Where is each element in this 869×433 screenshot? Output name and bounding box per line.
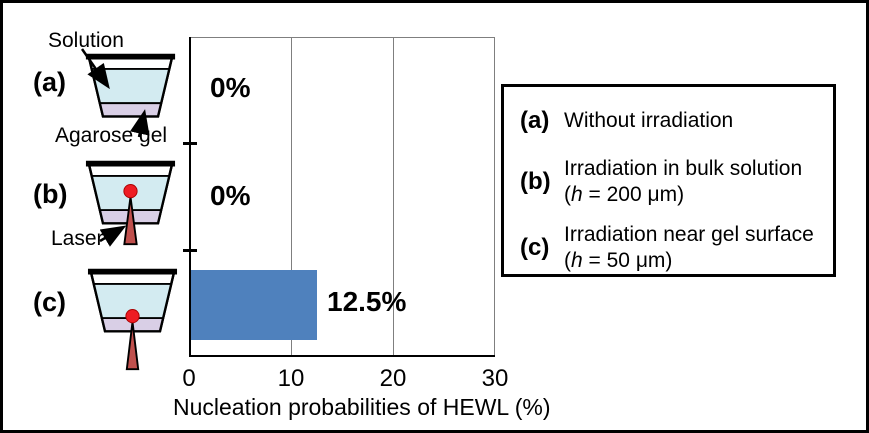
legend-text-a: Without irradiation: [564, 108, 733, 134]
y-axis-tick: [183, 249, 197, 252]
legend-line: Irradiation near gel surface: [564, 223, 814, 247]
category-b-label: (b): [33, 179, 68, 209]
y-axis: [189, 37, 191, 357]
laser-label: Laser: [51, 227, 104, 250]
value-label-c: 12.5%: [327, 286, 407, 317]
vessel-a-diagram: [85, 53, 176, 118]
gridline-10: [291, 38, 292, 356]
legend-key-a: (a): [520, 107, 550, 134]
legend-line: (h = 50 μm): [564, 248, 673, 272]
x-axis: [189, 355, 495, 357]
legend-key-c: (c): [520, 233, 550, 261]
legend-line: Irradiation in bulk solution: [564, 157, 803, 180]
h-variable: h: [571, 248, 583, 272]
vessel-b-diagram: [85, 160, 176, 246]
h-variable: h: [571, 182, 583, 206]
laser-beam-icon: [123, 196, 138, 246]
category-c-label: (c): [33, 287, 66, 317]
laser-focus-dot: [123, 184, 138, 199]
legend-text-b: Irradiation in bulk solution (h = 200 μm…: [564, 156, 802, 207]
legend-line: (h = 200 μm): [564, 182, 685, 206]
x-tick-30: 30: [481, 365, 509, 392]
legend-item-a: (a) Without irradiation: [520, 107, 819, 135]
solution-region: [93, 283, 172, 319]
legend-item-c: (c) Irradiation near gel surface (h = 50…: [520, 222, 819, 273]
solution-region: [91, 68, 170, 104]
agarose-gel-label: Agarose gel: [55, 124, 168, 147]
x-tick-0: 0: [182, 365, 196, 392]
plot-area: 0% 0% 12.5%: [183, 37, 495, 357]
gridline-20: [393, 38, 394, 356]
legend-text-c: Irradiation near gel surface (h = 50 μm): [564, 222, 814, 273]
x-tick-10: 10: [277, 365, 305, 392]
y-axis-tick: [183, 142, 197, 145]
value-label-a: 0%: [210, 72, 251, 103]
legend-box: (a) Without irradiation (b) Irradiation …: [501, 84, 836, 277]
legend-key-b: (b): [520, 167, 551, 195]
x-tick-20: 20: [379, 365, 407, 392]
vessel-c-diagram: [87, 268, 178, 371]
category-a-label: (a): [33, 67, 66, 97]
agarose-gel-region: [99, 103, 162, 117]
solution-label: Solution: [48, 29, 124, 52]
legend-item-b: (b) Irradiation in bulk solution (h = 20…: [520, 156, 819, 207]
x-axis-title: Nucleation probabilities of HEWL (%): [173, 394, 551, 420]
laser-focus-dot: [125, 309, 140, 324]
bar-category-c: [190, 270, 317, 340]
laser-beam-icon: [125, 321, 140, 371]
legend-line: Without irradiation: [564, 109, 734, 133]
value-label-b: 0%: [210, 180, 251, 211]
